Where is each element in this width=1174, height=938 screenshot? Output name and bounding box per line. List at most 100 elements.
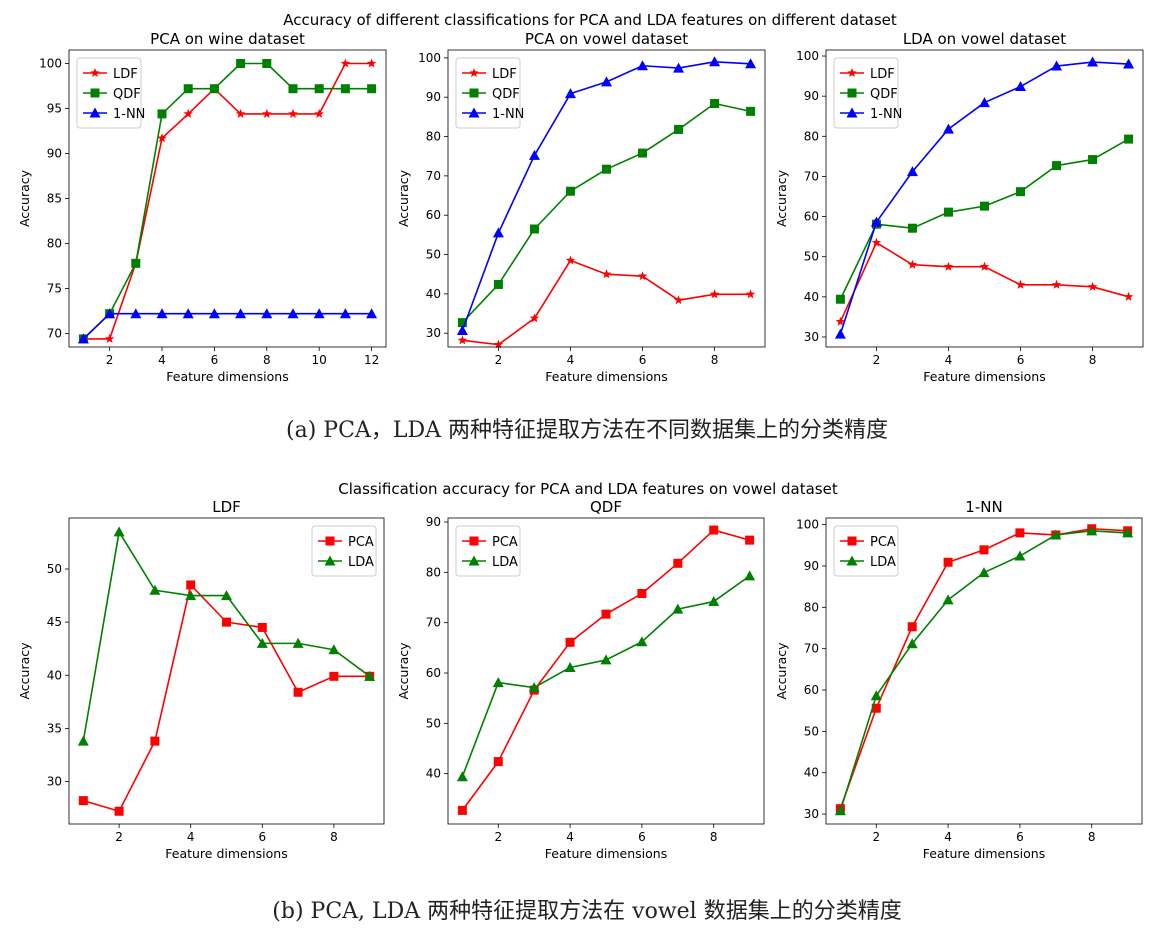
x-tick-label: 4: [945, 353, 953, 367]
data-point: [1122, 527, 1134, 538]
x-tick-label: 8: [263, 353, 271, 367]
data-point: [235, 308, 247, 319]
data-point: [366, 58, 377, 68]
legend-label: 1-NN: [113, 107, 145, 122]
data-point: [339, 308, 351, 319]
x-tick-label: 4: [187, 830, 195, 844]
data-point: [673, 295, 684, 305]
x-tick-label: 6: [211, 353, 219, 367]
data-point: [870, 690, 882, 701]
y-tick-label: 70: [804, 642, 819, 656]
data-point: [637, 588, 647, 598]
data-point: [329, 671, 339, 681]
y-tick-label: 100: [796, 49, 819, 63]
data-point: [156, 308, 168, 319]
data-point: [457, 335, 468, 345]
y-tick-label: 75: [47, 282, 62, 296]
figure-a-suptitle: Accuracy of different classifications fo…: [283, 11, 897, 29]
y-tick-label: 40: [47, 668, 62, 682]
y-tick-label: 30: [804, 807, 819, 821]
data-point: [745, 58, 757, 69]
y-tick-label: 100: [796, 518, 819, 532]
series-line: [839, 241, 1129, 323]
chart-3: LDA on vowel dataset 2 4 6 8 30 40 50 60 70 80 90 10…: [774, 30, 1144, 384]
legend-marker: [846, 555, 858, 566]
y-tick-label: 80: [426, 565, 441, 579]
y-tick-label: 30: [47, 775, 62, 789]
y-tick-label: 95: [47, 102, 62, 116]
data-point: [288, 108, 298, 118]
legend-label: 1-NN: [492, 107, 524, 122]
y-tick-label: 100: [418, 51, 441, 65]
x-tick-label: 8: [1088, 830, 1096, 844]
data-point: [906, 638, 918, 649]
data-point: [1086, 525, 1098, 536]
x-tick-label: 2: [495, 353, 503, 367]
x-axis-label: Feature dimensions: [923, 369, 1045, 384]
data-point: [745, 535, 755, 545]
data-point: [493, 757, 503, 767]
axes-frame: [68, 517, 385, 825]
legend-label: QDF: [870, 87, 898, 102]
chart-5: QDF 2 4 6 8 40 50 60 70 80 90 Feature dimensions Acc…: [396, 498, 765, 861]
y-tick-label: 80: [804, 600, 819, 614]
y-tick-label: 50: [804, 724, 819, 738]
chart-title: PCA on wine dataset: [150, 30, 305, 48]
legend: LDF QDF 1-NN: [455, 57, 524, 129]
data-point: [1123, 58, 1135, 69]
y-tick-label: 90: [804, 559, 819, 573]
legend-marker: [469, 88, 479, 98]
x-tick-label: 2: [873, 353, 881, 367]
x-tick-label: 12: [364, 353, 379, 367]
series-qdf: [457, 98, 756, 328]
data-point: [980, 201, 989, 211]
chart-1: PCA on wine dataset 2 4 6 8 10 12 70 75 80 85 90 95 1…: [17, 30, 387, 384]
data-point: [235, 108, 246, 118]
y-axis-label: Accuracy: [774, 169, 789, 227]
data-point: [186, 580, 196, 590]
data-point: [601, 269, 612, 279]
data-point: [673, 558, 683, 568]
x-tick-label: 8: [330, 830, 338, 844]
y-tick-label: 100: [39, 57, 62, 71]
data-point: [943, 557, 953, 567]
x-tick-label: 6: [258, 830, 266, 844]
legend-label: LDA: [492, 555, 518, 570]
legend-label: QDF: [492, 87, 520, 102]
data-point: [492, 227, 504, 238]
data-point: [493, 339, 504, 349]
y-tick-label: 50: [426, 716, 441, 730]
chart-title: PCA on vowel dataset: [525, 30, 688, 48]
chart-6: 1-NN 2 4 6 8 30 40 50 60 70 80 90 100 Feature dimensi…: [774, 498, 1143, 861]
data-point: [209, 84, 219, 94]
x-tick-label: 6: [639, 353, 647, 367]
data-point: [1087, 56, 1099, 67]
data-point: [637, 60, 649, 71]
data-point: [565, 637, 575, 647]
data-point: [601, 76, 612, 87]
y-tick-label: 80: [804, 129, 819, 143]
data-point: [907, 223, 917, 233]
data-point: [709, 289, 720, 299]
y-tick-label: 90: [804, 89, 819, 103]
legend-label: PCA: [492, 535, 518, 550]
chart-title: QDF: [590, 498, 622, 516]
data-point: [287, 308, 299, 319]
data-point: [257, 622, 267, 632]
legend-label: LDF: [113, 67, 138, 82]
data-point: [745, 289, 756, 299]
y-tick-label: 45: [47, 615, 62, 629]
data-point: [183, 108, 193, 118]
data-point: [314, 84, 324, 94]
data-point: [1016, 187, 1026, 197]
x-tick-label: 8: [710, 830, 718, 844]
y-tick-label: 70: [804, 169, 819, 183]
y-tick-label: 90: [426, 515, 441, 529]
figure-b-suptitle: Classification accuracy for PCA and LDA …: [338, 480, 838, 498]
data-point: [1015, 81, 1027, 92]
data-point: [328, 644, 340, 655]
data-point: [637, 271, 648, 281]
data-point: [78, 796, 88, 806]
data-point: [710, 98, 720, 108]
